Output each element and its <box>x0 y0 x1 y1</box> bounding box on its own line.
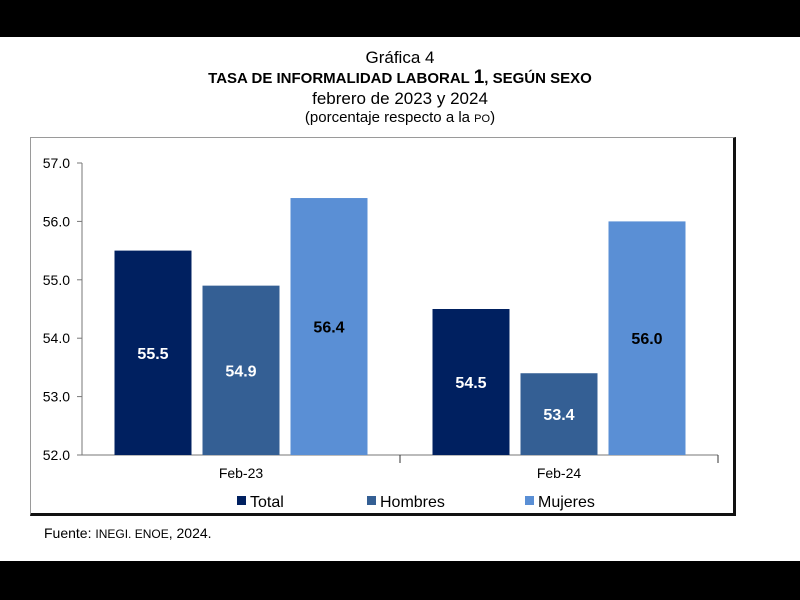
data-label: 55.5 <box>137 346 168 363</box>
chart-titles: Gráfica 4 TASA DE INFORMALIDAD LABORAL 1… <box>0 48 800 128</box>
legend-label-total: Total <box>250 494 284 511</box>
bar-total <box>432 309 510 455</box>
data-label: 54.5 <box>455 375 486 392</box>
legend-swatch-total <box>237 496 246 505</box>
legend-swatch-hombres <box>367 496 376 505</box>
data-label: 56.4 <box>313 320 344 337</box>
legend-label-mujeres: Mujeres <box>538 494 595 511</box>
y-tick-label: 53.0 <box>43 389 70 405</box>
unit-note-suffix: ) <box>490 109 496 126</box>
bar-mujeres <box>290 198 368 456</box>
chart-title-suffix: , SEGÚN SEXO <box>484 70 592 87</box>
bar-mujeres <box>608 221 686 455</box>
unit-note: (porcentaje respecto a la PO) <box>0 109 800 128</box>
y-tick-label: 57.0 <box>43 155 70 171</box>
chart-title: TASA DE INFORMALIDAD LABORAL 1, SEGÚN SE… <box>0 68 800 89</box>
y-tick-label: 52.0 <box>43 447 70 463</box>
chart-caption: Gráfica 4 <box>365 48 435 67</box>
legend-swatch-mujeres <box>525 496 534 505</box>
chart-frame <box>30 137 736 516</box>
y-tick-label: 55.0 <box>43 272 70 288</box>
source-org: INEGI. ENOE <box>95 527 169 541</box>
source-suffix: , 2024. <box>168 525 212 541</box>
chart-title-text: TASA DE INFORMALIDAD LABORAL <box>208 70 470 87</box>
source-prefix: Fuente: <box>44 525 96 541</box>
y-tick-label: 56.0 <box>43 213 70 229</box>
y-tick-label: 54.0 <box>43 330 70 346</box>
data-label: 53.4 <box>543 407 574 424</box>
legend-label-hombres: Hombres <box>380 494 445 511</box>
unit-note-abbr: PO <box>474 113 491 125</box>
x-tick-label: Feb-23 <box>219 465 264 481</box>
bar-hombres <box>520 373 598 455</box>
source-note: Fuente: INEGI. ENOE, 2024. <box>44 525 212 541</box>
chart-subtitle: febrero de 2023 y 2024 <box>312 89 488 108</box>
bar-total <box>114 250 192 455</box>
letterbox-top <box>0 0 800 37</box>
x-tick-label: Feb-24 <box>537 465 582 481</box>
unit-note-prefix: (porcentaje respecto a la <box>304 109 475 126</box>
bar-hombres <box>202 285 280 455</box>
letterbox-bottom <box>0 561 800 600</box>
title-footnote: 1 <box>473 67 485 88</box>
data-label: 54.9 <box>225 363 256 380</box>
data-label: 56.0 <box>631 331 662 348</box>
